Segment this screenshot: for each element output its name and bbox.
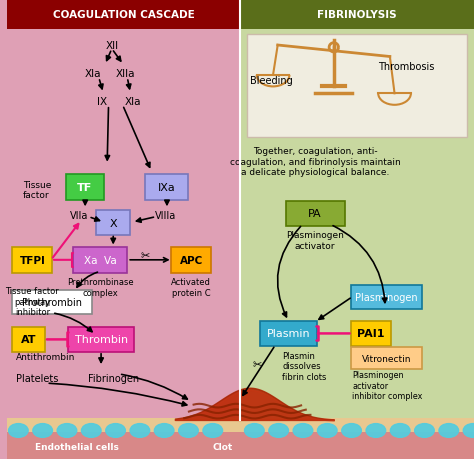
- Ellipse shape: [366, 424, 386, 437]
- Text: XIIa: XIIa: [116, 68, 136, 78]
- Text: Thrombin: Thrombin: [75, 335, 128, 345]
- Ellipse shape: [57, 424, 77, 437]
- FancyBboxPatch shape: [96, 211, 129, 235]
- Text: ✂: ✂: [140, 251, 150, 260]
- Text: X: X: [109, 218, 117, 228]
- Bar: [7, 418, 474, 434]
- Text: Plasmin: Plasmin: [266, 329, 310, 339]
- Ellipse shape: [463, 424, 474, 437]
- Text: PA: PA: [308, 209, 322, 219]
- Bar: [7, 0, 240, 30]
- Text: Bleeding: Bleeding: [250, 75, 293, 85]
- Ellipse shape: [391, 424, 410, 437]
- Text: VIIIa: VIIIa: [155, 211, 176, 221]
- Ellipse shape: [203, 424, 223, 437]
- Text: Tissue
factor: Tissue factor: [23, 180, 51, 200]
- FancyBboxPatch shape: [260, 321, 317, 347]
- FancyBboxPatch shape: [171, 247, 211, 273]
- Ellipse shape: [439, 424, 458, 437]
- Text: IX: IX: [98, 97, 108, 107]
- Text: VIIa: VIIa: [70, 211, 88, 221]
- Ellipse shape: [179, 424, 198, 437]
- Text: COAGULATION CASCADE: COAGULATION CASCADE: [53, 10, 194, 20]
- Text: Fibrinogen: Fibrinogen: [89, 374, 139, 384]
- Text: Prothrombin: Prothrombin: [22, 297, 82, 308]
- Ellipse shape: [269, 424, 289, 437]
- Bar: [7, 0, 240, 420]
- Ellipse shape: [318, 424, 337, 437]
- Text: Plasminogen
activator: Plasminogen activator: [286, 231, 344, 250]
- Ellipse shape: [342, 424, 361, 437]
- Text: Platelets: Platelets: [16, 374, 58, 384]
- FancyBboxPatch shape: [73, 247, 127, 273]
- FancyBboxPatch shape: [12, 291, 92, 314]
- Text: Endothelial cells: Endothelial cells: [35, 442, 118, 451]
- Ellipse shape: [130, 424, 150, 437]
- Text: Together, coagulation, anti-
coagulation, and fibrinolysis maintain
a delicate p: Together, coagulation, anti- coagulation…: [230, 147, 401, 177]
- Text: Plasminogen: Plasminogen: [355, 292, 418, 302]
- Text: APC: APC: [180, 255, 203, 265]
- Text: Plasmin
dissolves
fibrin clots: Plasmin dissolves fibrin clots: [283, 351, 327, 381]
- Ellipse shape: [9, 424, 28, 437]
- Text: AT: AT: [21, 335, 36, 345]
- Bar: [240, 0, 474, 30]
- Text: PAI1: PAI1: [357, 329, 385, 339]
- Ellipse shape: [245, 424, 264, 437]
- Text: IXa: IXa: [158, 183, 175, 193]
- Text: Clot: Clot: [212, 442, 233, 451]
- FancyBboxPatch shape: [351, 347, 422, 369]
- FancyBboxPatch shape: [286, 202, 345, 226]
- FancyBboxPatch shape: [247, 34, 467, 138]
- FancyBboxPatch shape: [68, 327, 134, 353]
- Ellipse shape: [33, 424, 53, 437]
- Text: Prothrombinase
complex: Prothrombinase complex: [67, 278, 134, 297]
- Text: TFPI: TFPI: [19, 255, 46, 265]
- FancyBboxPatch shape: [351, 321, 391, 347]
- Text: Vitronectin: Vitronectin: [362, 354, 411, 363]
- Text: XIa: XIa: [125, 97, 141, 107]
- Text: Thrombosis: Thrombosis: [378, 62, 435, 72]
- Text: ✂: ✂: [253, 359, 262, 369]
- Text: Activated
protein C: Activated protein C: [171, 278, 211, 297]
- Bar: [7, 432, 474, 459]
- Text: TF: TF: [77, 183, 92, 193]
- Text: Antithrombin: Antithrombin: [16, 353, 75, 362]
- Ellipse shape: [155, 424, 174, 437]
- Ellipse shape: [106, 424, 125, 437]
- FancyBboxPatch shape: [12, 327, 46, 353]
- Ellipse shape: [82, 424, 101, 437]
- Text: Plasminogen
activator
inhibitor complex: Plasminogen activator inhibitor complex: [353, 370, 423, 400]
- Ellipse shape: [415, 424, 434, 437]
- Text: FIBRINOLYSIS: FIBRINOLYSIS: [318, 10, 397, 20]
- FancyBboxPatch shape: [12, 247, 53, 273]
- Text: Xa  Va: Xa Va: [84, 255, 117, 265]
- FancyBboxPatch shape: [351, 285, 422, 309]
- FancyBboxPatch shape: [66, 174, 104, 201]
- FancyBboxPatch shape: [146, 174, 188, 201]
- Text: Tissue factor
pathway
inhibitor: Tissue factor pathway inhibitor: [6, 287, 59, 317]
- Text: XIa: XIa: [85, 68, 101, 78]
- Text: XII: XII: [105, 41, 118, 51]
- Ellipse shape: [293, 424, 313, 437]
- Bar: [240, 0, 474, 420]
